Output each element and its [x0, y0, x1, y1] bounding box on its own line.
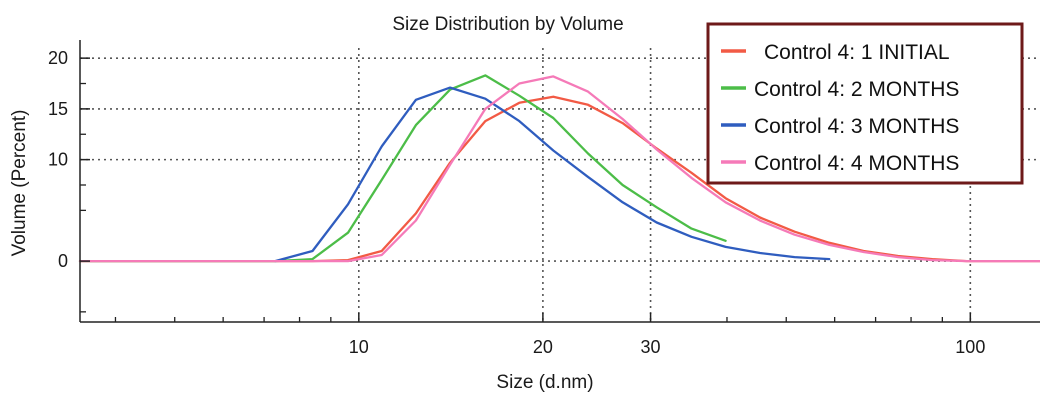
series-line-2	[78, 74, 727, 263]
y-tick-label: 0	[58, 251, 68, 271]
x-tick-label: 20	[533, 337, 553, 357]
series-line-4	[78, 75, 1040, 263]
series-line-3	[274, 86, 831, 263]
series-lines	[78, 74, 1040, 263]
legend-label: Control 4: 1 INITIAL	[764, 41, 950, 64]
legend-label: Control 4: 4 MONTHS	[754, 152, 959, 175]
legend-label: Control 4: 2 MONTHS	[754, 78, 959, 101]
x-tick-label: 10	[349, 337, 369, 357]
y-axis-label: Volume (Percent)	[9, 110, 30, 257]
chart-title: Size Distribution by Volume	[392, 14, 623, 35]
x-tick-label: 100	[955, 337, 985, 357]
legend: Control 4: 1 INITIAL Control 4: 2 MONTHS C…	[706, 22, 1024, 185]
x-axis-label: Size (d.nm)	[496, 372, 593, 393]
x-tick-label: 30	[641, 337, 661, 357]
y-tick-label: 10	[48, 150, 68, 170]
axes: 0 10 15 20 10 20 30 100	[48, 40, 1040, 357]
legend-box	[706, 22, 1024, 185]
y-tick-label: 20	[48, 48, 68, 68]
legend-label: Control 4: 3 MONTHS	[754, 115, 959, 138]
y-tick-label: 15	[48, 99, 68, 119]
